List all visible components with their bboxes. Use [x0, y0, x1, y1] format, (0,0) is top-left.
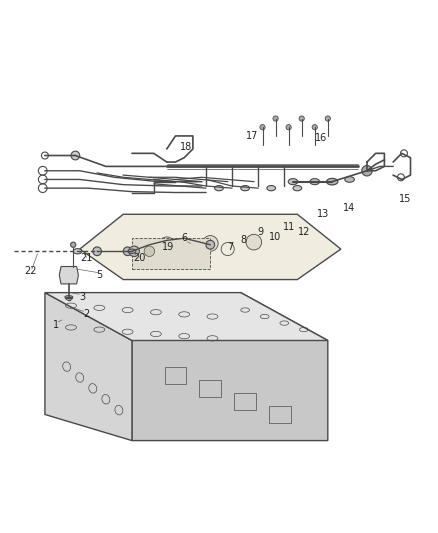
Circle shape — [246, 235, 261, 250]
Text: 16: 16 — [315, 133, 327, 143]
Circle shape — [144, 246, 155, 256]
Text: 19: 19 — [162, 242, 174, 252]
Circle shape — [286, 125, 291, 130]
Text: 15: 15 — [399, 194, 411, 204]
Ellipse shape — [345, 176, 354, 182]
Circle shape — [273, 116, 278, 121]
Text: 8: 8 — [240, 236, 247, 245]
Circle shape — [123, 247, 132, 256]
Text: 3: 3 — [79, 292, 85, 302]
Ellipse shape — [65, 296, 73, 298]
Bar — [199, 379, 221, 397]
Text: 9: 9 — [257, 227, 263, 237]
Ellipse shape — [288, 179, 298, 184]
Text: 6: 6 — [181, 233, 187, 243]
Ellipse shape — [241, 185, 250, 191]
Polygon shape — [45, 293, 132, 441]
Text: 11: 11 — [283, 222, 295, 232]
Ellipse shape — [215, 185, 223, 191]
Text: 10: 10 — [268, 232, 281, 242]
Text: 18: 18 — [180, 142, 192, 152]
Text: 21: 21 — [80, 253, 92, 263]
Circle shape — [312, 125, 318, 130]
Text: 22: 22 — [25, 266, 37, 276]
Ellipse shape — [310, 179, 320, 184]
Bar — [165, 367, 186, 384]
Polygon shape — [45, 293, 328, 341]
Ellipse shape — [128, 249, 136, 254]
Polygon shape — [59, 266, 78, 284]
Circle shape — [129, 246, 139, 256]
Circle shape — [71, 242, 76, 247]
Text: 17: 17 — [245, 131, 258, 141]
Ellipse shape — [73, 249, 82, 254]
Text: 12: 12 — [298, 227, 310, 237]
Ellipse shape — [326, 179, 338, 185]
Text: 1: 1 — [53, 320, 59, 330]
Circle shape — [202, 236, 218, 251]
Bar — [269, 406, 291, 423]
Ellipse shape — [267, 185, 276, 191]
Bar — [132, 238, 210, 269]
Text: 20: 20 — [134, 253, 146, 263]
Circle shape — [159, 237, 175, 253]
Circle shape — [71, 151, 80, 160]
Text: 13: 13 — [317, 209, 328, 219]
Polygon shape — [80, 214, 341, 279]
Ellipse shape — [293, 185, 302, 191]
Text: 14: 14 — [343, 203, 356, 213]
Polygon shape — [132, 293, 328, 441]
Circle shape — [206, 240, 215, 249]
Circle shape — [325, 116, 330, 121]
Text: 5: 5 — [96, 270, 102, 280]
Bar — [234, 393, 256, 410]
Circle shape — [260, 125, 265, 130]
Text: 2: 2 — [83, 309, 89, 319]
Circle shape — [299, 116, 304, 121]
Text: 7: 7 — [227, 242, 233, 252]
Circle shape — [93, 247, 102, 256]
Circle shape — [362, 166, 372, 176]
